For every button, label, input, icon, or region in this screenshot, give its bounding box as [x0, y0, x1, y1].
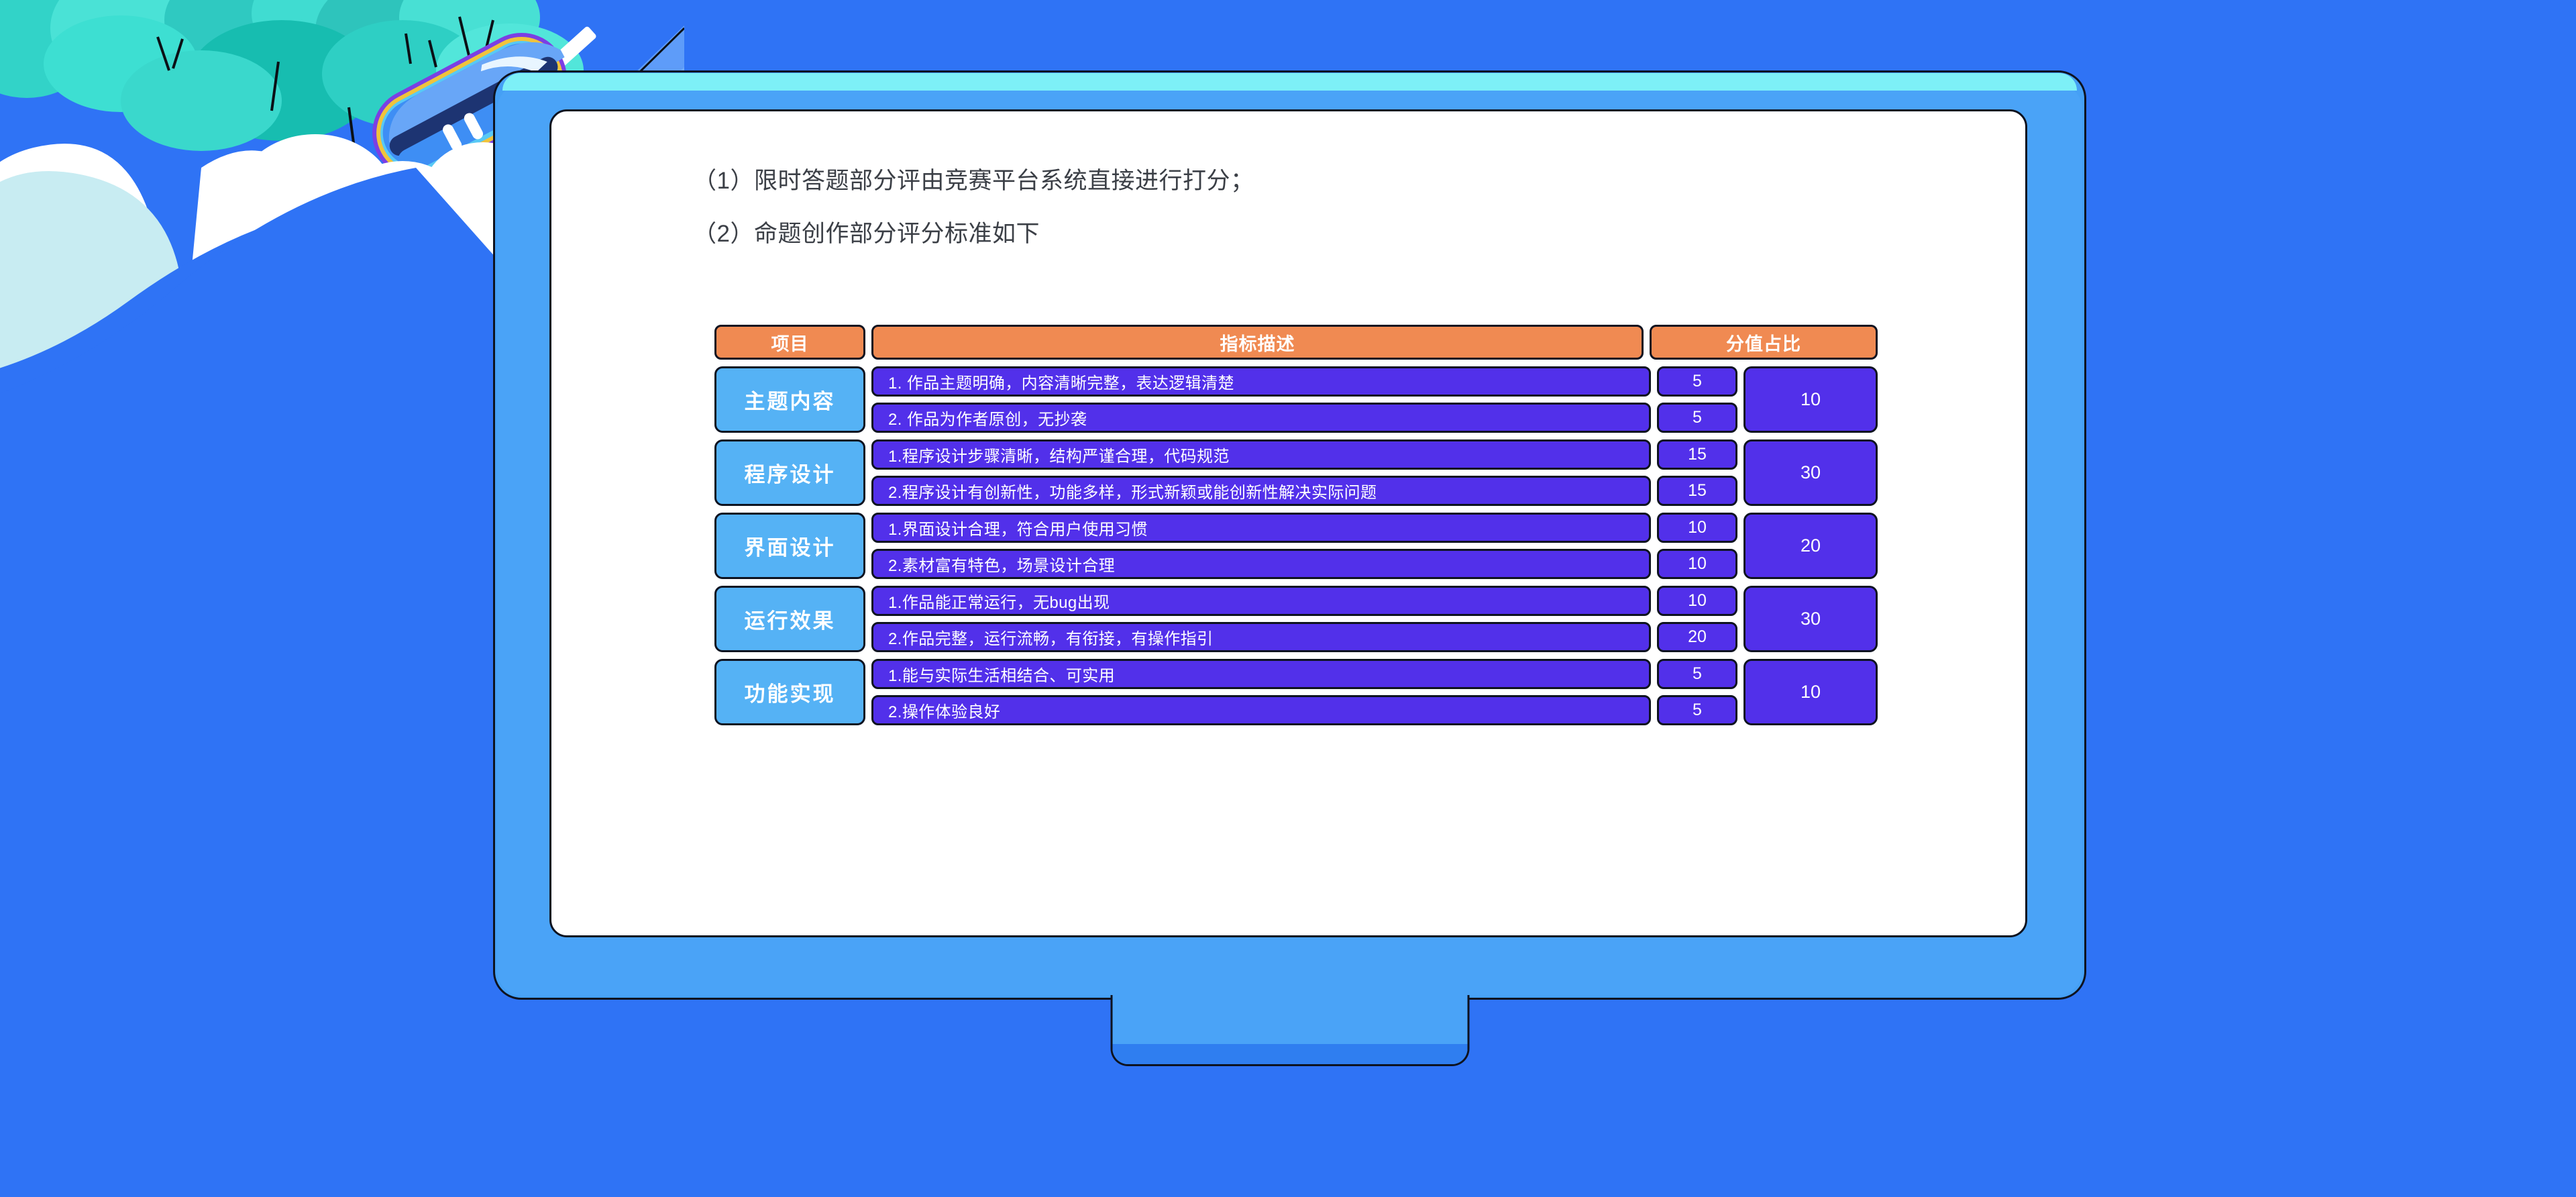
criteria-description: 1.界面设计合理，符合用户使用习惯 — [871, 513, 1651, 543]
row-items: 1.能与实际生活相结合、可实用 5 2.操作体验良好 5 — [871, 659, 1737, 725]
row-total-weight: 10 — [1743, 366, 1878, 433]
criteria-item: 2.操作体验良好 5 — [871, 695, 1737, 725]
intro-line-2: （2）命题创作部分评分标准如下 — [693, 221, 1040, 247]
row-category-label: 功能实现 — [714, 659, 865, 725]
table-row: 界面设计 1.界面设计合理，符合用户使用习惯 10 2.素材富有特色，场景设计合理 10… — [714, 513, 1878, 579]
criteria-description: 2.程序设计有创新性，功能多样，形式新颖或能创新性解决实际问题 — [871, 476, 1651, 506]
criteria-item: 1.界面设计合理，符合用户使用习惯 10 — [871, 513, 1737, 543]
row-total-weight: 20 — [1743, 513, 1878, 579]
tablet-device: （1）限时答题部分评由竞赛平台系统直接进行打分； （2）命题创作部分评分标准如下… — [493, 70, 2086, 1066]
intro-text-block: （1）限时答题部分评由竞赛平台系统直接进行打分； （2）命题创作部分评分标准如下 — [693, 169, 1900, 246]
criteria-item: 1.作品能正常运行，无bug出现 10 — [871, 586, 1737, 616]
row-category-label: 界面设计 — [714, 513, 865, 579]
criteria-points: 20 — [1657, 622, 1737, 652]
row-total-weight: 10 — [1743, 659, 1878, 725]
criteria-item: 2.作品完整，运行流畅，有衔接，有操作指引 20 — [871, 622, 1737, 652]
table-body: 主题内容 1. 作品主题明确，内容清晰完整，表达逻辑清楚 5 2. 作品为作者原创，无… — [714, 366, 1878, 725]
criteria-description: 1.程序设计步骤清晰，结构严谨合理，代码规范 — [871, 439, 1651, 470]
row-category-label: 程序设计 — [714, 439, 865, 506]
criteria-description: 2.作品完整，运行流畅，有衔接，有操作指引 — [871, 622, 1651, 652]
device-stand-shade — [1112, 1044, 1467, 1064]
device-screen: （1）限时答题部分评由竞赛平台系统直接进行打分； （2）命题创作部分评分标准如下… — [549, 109, 2027, 937]
criteria-points: 15 — [1657, 476, 1737, 506]
table-header-row: 项目 指标描述 分值占比 — [714, 325, 1878, 360]
criteria-item: 1.程序设计步骤清晰，结构严谨合理，代码规范 15 — [871, 439, 1737, 470]
intro-line-1: （1）限时答题部分评由竞赛平台系统直接进行打分； — [693, 168, 1254, 194]
table-row: 运行效果 1.作品能正常运行，无bug出现 10 2.作品完整，运行流畅，有衔接，有操… — [714, 586, 1878, 652]
table-header-weight: 分值占比 — [1650, 325, 1878, 360]
hill-shape — [0, 0, 144, 84]
criteria-description: 2.操作体验良好 — [871, 695, 1651, 725]
criteria-points: 5 — [1657, 659, 1737, 689]
tree-branches — [156, 16, 494, 232]
criteria-item: 2.素材富有特色，场景设计合理 10 — [871, 549, 1737, 579]
criteria-item: 1.能与实际生活相结合、可实用 5 — [871, 659, 1737, 689]
criteria-item: 2.程序设计有创新性，功能多样，形式新颖或能创新性解决实际问题 15 — [871, 476, 1737, 506]
table-header-description: 指标描述 — [871, 325, 1644, 360]
criteria-item: 2. 作品为作者原创，无抄袭 5 — [871, 403, 1737, 433]
row-total-weight: 30 — [1743, 439, 1878, 506]
row-total-weight: 30 — [1743, 586, 1878, 652]
criteria-points: 5 — [1657, 695, 1737, 725]
criteria-points: 10 — [1657, 586, 1737, 616]
criteria-description: 1.作品能正常运行，无bug出现 — [871, 586, 1651, 616]
row-items: 1.界面设计合理，符合用户使用习惯 10 2.素材富有特色，场景设计合理 10 — [871, 513, 1737, 579]
criteria-description: 1.能与实际生活相结合、可实用 — [871, 659, 1651, 689]
table-row: 主题内容 1. 作品主题明确，内容清晰完整，表达逻辑清楚 5 2. 作品为作者原创，无… — [714, 366, 1878, 433]
device-bezel-highlight — [502, 73, 2077, 91]
row-items: 1. 作品主题明确，内容清晰完整，表达逻辑清楚 5 2. 作品为作者原创，无抄袭 5 — [871, 366, 1737, 433]
criteria-description: 1. 作品主题明确，内容清晰完整，表达逻辑清楚 — [871, 366, 1651, 397]
criteria-points: 10 — [1657, 513, 1737, 543]
table-row: 功能实现 1.能与实际生活相结合、可实用 5 2.操作体验良好 5 10 — [714, 659, 1878, 725]
table-row: 程序设计 1.程序设计步骤清晰，结构严谨合理，代码规范 15 2.程序设计有创新性，功… — [714, 439, 1878, 506]
device-stand — [1110, 995, 1469, 1066]
criteria-points: 10 — [1657, 549, 1737, 579]
row-items: 1.程序设计步骤清晰，结构严谨合理，代码规范 15 2.程序设计有创新性，功能多样，… — [871, 439, 1737, 506]
criteria-description: 2.素材富有特色，场景设计合理 — [871, 549, 1651, 579]
row-items: 1.作品能正常运行，无bug出现 10 2.作品完整，运行流畅，有衔接，有操作指引 2… — [871, 586, 1737, 652]
criteria-description: 2. 作品为作者原创，无抄袭 — [871, 403, 1651, 433]
table-header-category: 项目 — [714, 325, 865, 360]
criteria-points: 5 — [1657, 366, 1737, 397]
criteria-points: 5 — [1657, 403, 1737, 433]
criteria-item: 1. 作品主题明确，内容清晰完整，表达逻辑清楚 5 — [871, 366, 1737, 397]
criteria-points: 15 — [1657, 439, 1737, 470]
row-category-label: 运行效果 — [714, 586, 865, 652]
scoring-criteria-table: 项目 指标描述 分值占比 主题内容 1. 作品主题明确，内容清晰完整，表达逻辑清楚… — [714, 325, 1878, 732]
row-category-label: 主题内容 — [714, 366, 865, 433]
